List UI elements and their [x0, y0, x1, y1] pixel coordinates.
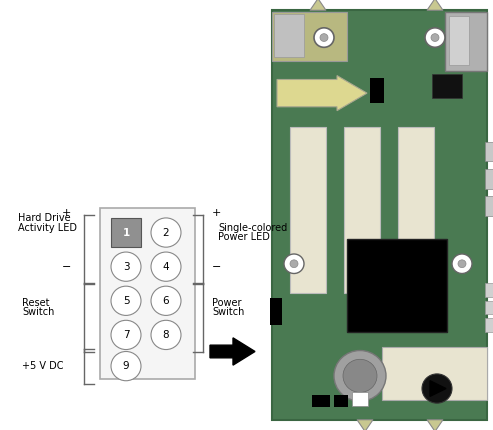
Bar: [334, 395, 348, 407]
FancyArrow shape: [277, 76, 367, 111]
Bar: [274, 14, 304, 57]
FancyArrow shape: [210, 338, 255, 365]
Text: 1: 1: [122, 227, 130, 237]
Polygon shape: [427, 0, 443, 10]
Bar: [485, 169, 493, 189]
Text: +: +: [62, 208, 71, 218]
Polygon shape: [430, 381, 446, 396]
Bar: [449, 16, 469, 65]
Text: −: −: [62, 262, 71, 272]
Circle shape: [151, 252, 181, 281]
Text: 2: 2: [163, 227, 169, 237]
Text: Switch: Switch: [212, 307, 245, 317]
Bar: [352, 393, 368, 406]
Text: 4: 4: [163, 262, 169, 272]
Bar: [111, 218, 141, 247]
Bar: [272, 12, 347, 61]
Text: −: −: [212, 262, 221, 272]
Circle shape: [343, 359, 377, 393]
Circle shape: [314, 28, 334, 47]
Bar: [485, 301, 493, 314]
Circle shape: [452, 254, 472, 273]
Bar: [398, 127, 434, 293]
Text: 7: 7: [123, 330, 129, 340]
Bar: [272, 10, 487, 420]
Text: Switch: Switch: [22, 307, 54, 317]
Circle shape: [111, 286, 141, 316]
Bar: [485, 142, 493, 161]
Text: 3: 3: [123, 262, 129, 272]
Bar: [485, 197, 493, 216]
Circle shape: [111, 351, 141, 381]
Circle shape: [320, 34, 328, 41]
Bar: [382, 347, 487, 400]
Bar: [270, 298, 282, 325]
Text: 9: 9: [123, 361, 129, 371]
Polygon shape: [357, 420, 373, 430]
Circle shape: [111, 320, 141, 350]
Text: Reset: Reset: [22, 298, 49, 308]
Text: 6: 6: [163, 296, 169, 306]
Circle shape: [334, 350, 386, 401]
Circle shape: [111, 252, 141, 281]
Text: Power LED: Power LED: [218, 233, 270, 243]
Circle shape: [284, 254, 304, 273]
Circle shape: [151, 218, 181, 247]
Text: Power: Power: [212, 298, 242, 308]
Text: Single-colored: Single-colored: [218, 223, 287, 233]
Bar: [344, 127, 380, 293]
Bar: [485, 283, 493, 297]
Circle shape: [422, 374, 452, 403]
Polygon shape: [310, 0, 326, 10]
Circle shape: [431, 34, 439, 41]
Circle shape: [425, 28, 445, 47]
Bar: [347, 240, 447, 332]
FancyBboxPatch shape: [100, 208, 195, 379]
Bar: [312, 395, 330, 407]
Bar: [290, 127, 326, 293]
Circle shape: [290, 260, 298, 267]
Circle shape: [151, 320, 181, 350]
Text: 5: 5: [123, 296, 129, 306]
Circle shape: [458, 260, 466, 267]
Bar: [445, 12, 487, 71]
Text: 8: 8: [163, 330, 169, 340]
Bar: [370, 77, 384, 103]
Bar: [432, 74, 462, 98]
Circle shape: [151, 286, 181, 316]
Polygon shape: [427, 420, 443, 430]
Text: Activity LED: Activity LED: [18, 223, 77, 233]
Text: Hard Drive: Hard Drive: [18, 213, 70, 223]
Bar: [485, 318, 493, 332]
Text: +: +: [212, 208, 221, 218]
Text: +5 V DC: +5 V DC: [22, 361, 64, 371]
